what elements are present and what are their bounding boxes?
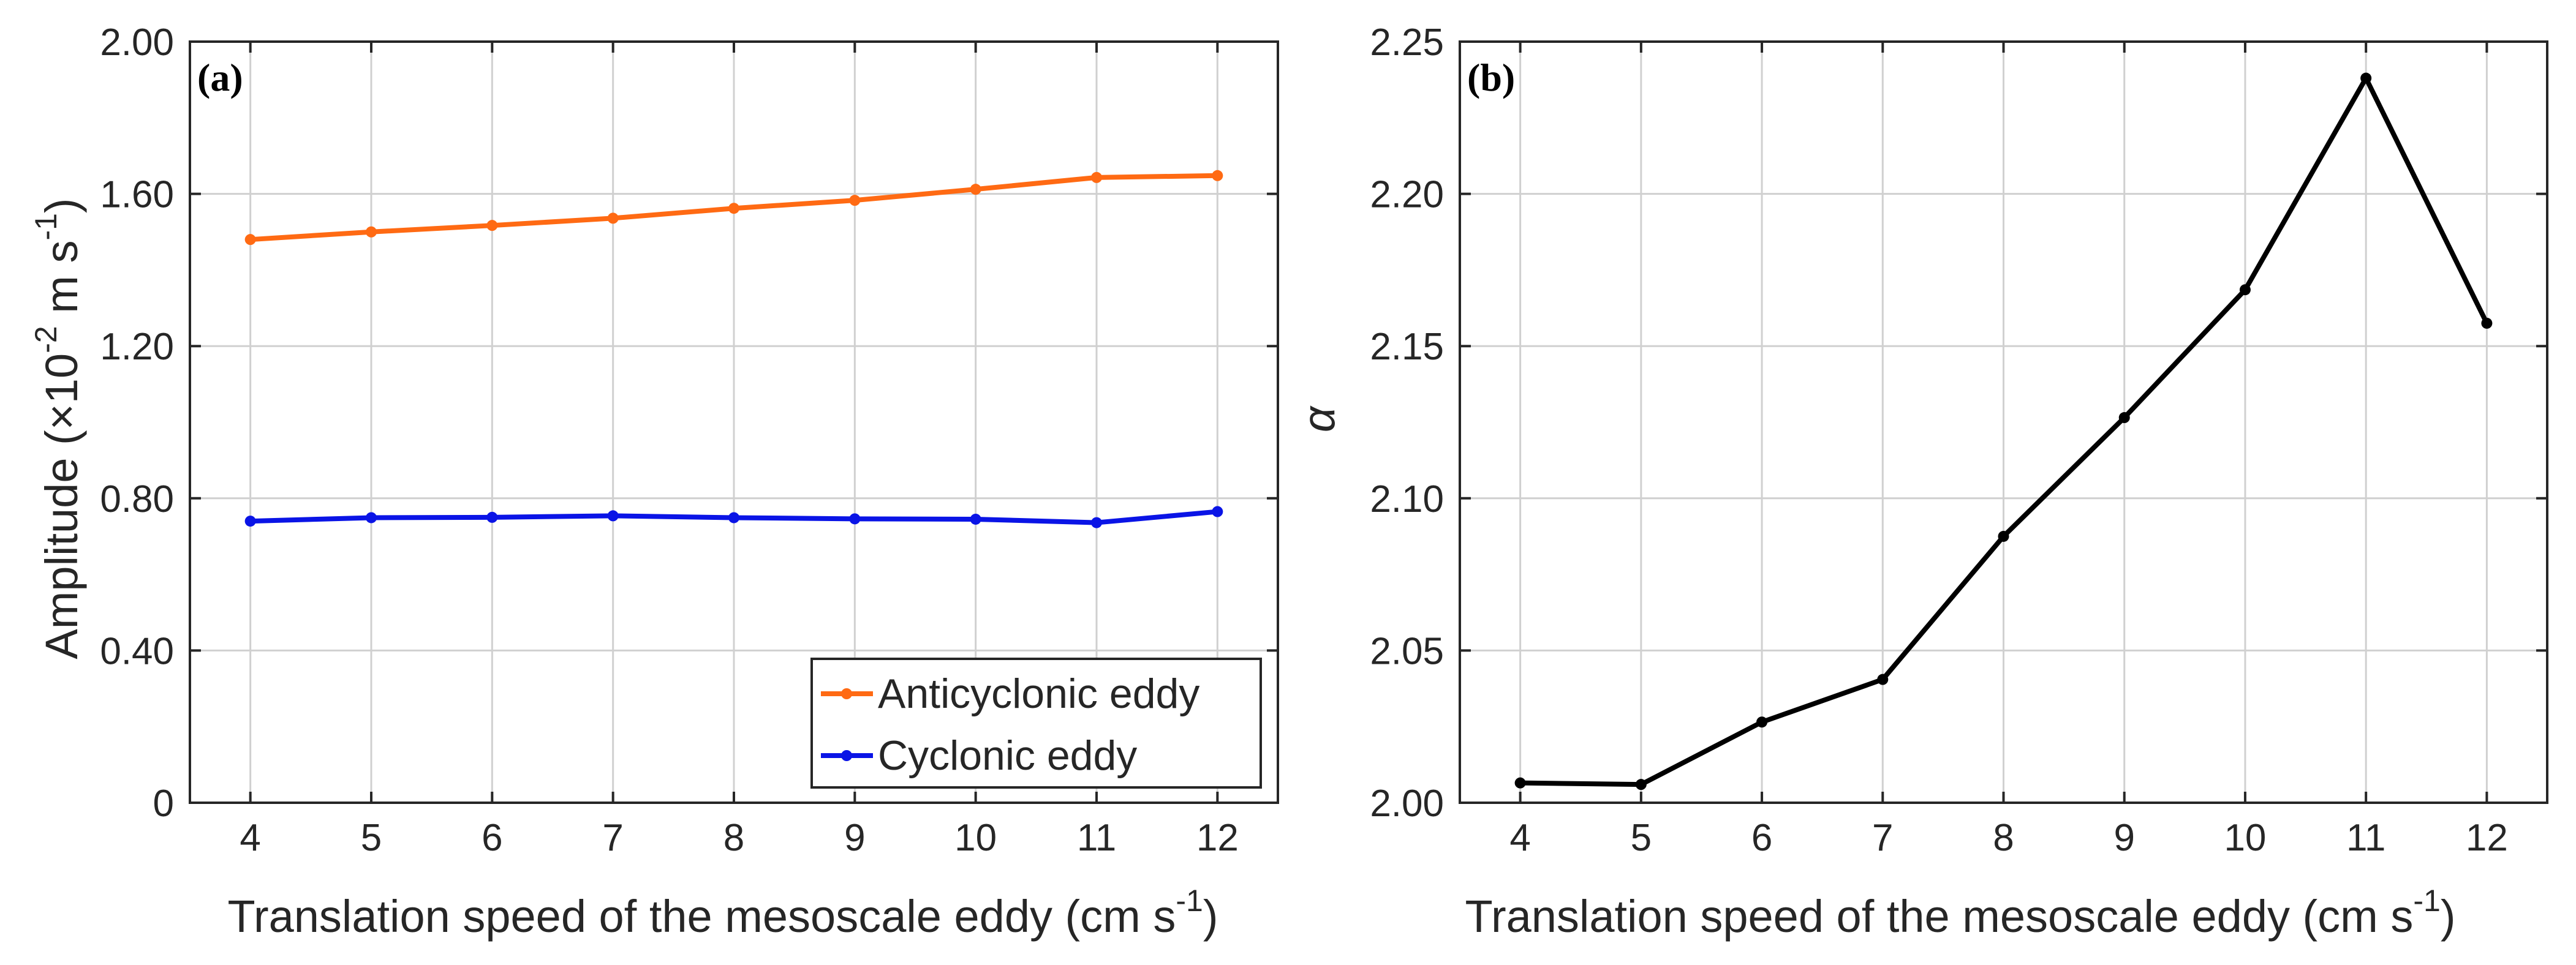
data-point-cyclonic-eddy — [970, 513, 981, 525]
x-tick-label: 10 — [954, 817, 997, 859]
x-tick-label: 5 — [1631, 817, 1652, 859]
x-tick-label: 12 — [2466, 817, 2508, 859]
x-tick-label: 11 — [2346, 817, 2385, 859]
x-tick-label: 6 — [1751, 817, 1772, 859]
data-point-anticyclonic-eddy — [849, 195, 861, 206]
y-tick-label: 0.80 — [100, 478, 174, 520]
data-point-anticyclonic-eddy — [607, 212, 619, 224]
x-tick-label: 10 — [2224, 817, 2266, 859]
legend-label-cyclonic: Cyclonic eddy — [878, 732, 1137, 779]
data-point-alpha — [2360, 72, 2372, 84]
panel-a-amplitude-chart: 4 5 6 7 8 9 10 11 12 0 0.40 0.80 1.20 1.60 2.00 (a) T… — [29, 21, 1279, 942]
legend-marker-anticyclonic — [841, 688, 852, 699]
data-point-anticyclonic-eddy — [1091, 171, 1102, 183]
data-point-cyclonic-eddy — [1212, 506, 1223, 517]
data-point-alpha — [1756, 716, 1768, 728]
legend-label-anticyclonic: Anticyclonic eddy — [878, 670, 1199, 717]
data-point-cyclonic-eddy — [486, 511, 498, 523]
panel-a-y-axis-title: Amplitude (×10-2 m s-1) — [29, 198, 87, 659]
data-point-anticyclonic-eddy — [244, 234, 256, 246]
legend-marker-cyclonic — [841, 750, 852, 761]
y-tick-label: 2.00 — [100, 21, 174, 64]
data-point-anticyclonic-eddy — [728, 203, 739, 214]
panel-a-x-tick-labels: 4 5 6 7 8 9 10 11 12 — [240, 817, 1238, 859]
data-point-cyclonic-eddy — [1091, 517, 1102, 528]
panel-b-x-tick-labels: 4 5 6 7 8 9 10 11 12 — [1509, 817, 2508, 859]
data-point-anticyclonic-eddy — [366, 226, 377, 238]
panel-b-label: (b) — [1467, 56, 1515, 99]
data-point-alpha — [2118, 412, 2130, 424]
legend-box — [810, 658, 1262, 789]
x-tick-label: 4 — [1509, 817, 1530, 859]
data-point-alpha — [1877, 674, 1889, 685]
panel-b-y-axis-title: α — [1293, 405, 1344, 432]
data-point-cyclonic-eddy — [244, 516, 256, 527]
x-tick-label: 5 — [361, 817, 382, 859]
panel-a-series — [244, 170, 1223, 528]
panel-b-ticks — [1460, 40, 2547, 804]
data-point-alpha — [2239, 284, 2251, 296]
panel-a-y-tick-labels: 0 0.40 0.80 1.20 1.60 2.00 — [100, 21, 174, 825]
x-tick-label: 9 — [844, 817, 865, 859]
y-tick-label: 2.10 — [1370, 478, 1444, 520]
panel-a-grid — [190, 40, 1278, 804]
data-point-alpha — [1998, 530, 2009, 542]
y-tick-label: 1.20 — [100, 326, 174, 368]
x-tick-label: 7 — [602, 817, 623, 859]
panel-b-alpha-chart: 4 5 6 7 8 9 10 11 12 2.00 2.05 2.10 2.15 2.20 2.25 (b… — [1293, 21, 2548, 942]
panel-b-y-tick-labels: 2.00 2.05 2.10 2.15 2.20 2.25 — [1370, 21, 1444, 825]
panel-a-legend: Anticyclonic eddy Cyclonic eddy — [810, 658, 1262, 789]
y-tick-label: 2.20 — [1370, 174, 1444, 216]
data-point-cyclonic-eddy — [849, 513, 861, 525]
x-tick-label: 4 — [240, 817, 260, 859]
y-tick-label: 1.60 — [100, 174, 174, 216]
x-tick-label: 12 — [1196, 817, 1239, 859]
data-point-alpha — [1635, 779, 1647, 790]
x-tick-label: 11 — [1077, 817, 1116, 859]
data-point-anticyclonic-eddy — [1212, 170, 1223, 181]
y-tick-label: 2.00 — [1370, 783, 1444, 825]
data-point-anticyclonic-eddy — [970, 184, 981, 195]
y-tick-label: 2.15 — [1370, 326, 1444, 368]
y-tick-label: 0.40 — [100, 630, 174, 672]
data-point-cyclonic-eddy — [728, 512, 739, 524]
panel-b-series — [1514, 72, 2493, 790]
data-point-alpha — [1514, 777, 1526, 789]
data-point-anticyclonic-eddy — [486, 220, 498, 231]
y-tick-label: 2.25 — [1370, 21, 1444, 64]
x-tick-label: 6 — [482, 817, 502, 859]
data-point-cyclonic-eddy — [607, 510, 619, 522]
x-tick-label: 8 — [1993, 817, 2014, 859]
x-tick-label: 9 — [2113, 817, 2134, 859]
data-point-cyclonic-eddy — [366, 512, 377, 524]
panel-a-ticks — [190, 40, 1278, 804]
y-tick-label: 0 — [153, 783, 174, 825]
x-tick-label: 7 — [1872, 817, 1893, 859]
y-tick-label: 2.05 — [1370, 630, 1444, 672]
x-tick-label: 8 — [723, 817, 744, 859]
panel-b-x-axis-title: Translation speed of the mesoscale eddy … — [1465, 884, 2455, 942]
panel-a-x-axis-title: Translation speed of the mesoscale eddy … — [227, 884, 1218, 942]
panel-a-label: (a) — [197, 56, 243, 99]
data-point-alpha — [2481, 317, 2493, 329]
